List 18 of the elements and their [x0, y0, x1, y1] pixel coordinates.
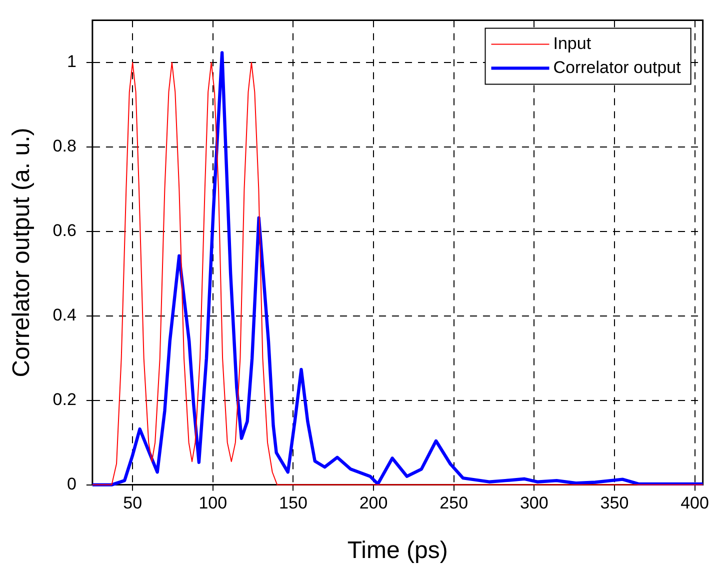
y-tick-label: 0.6 — [52, 221, 76, 240]
x-tick-label: 350 — [600, 494, 629, 513]
y-axis-title: Correlator output (a. u.) — [8, 128, 36, 378]
y-tick-label: 0.4 — [52, 306, 76, 325]
x-tick-label: 250 — [440, 494, 468, 513]
x-tick-label: 50 — [123, 494, 142, 513]
x-tick-label: 400 — [680, 494, 709, 513]
x-tick-label: 150 — [279, 494, 308, 513]
y-tick-label: 1 — [66, 52, 76, 72]
x-axis-title: Time (ps) — [347, 537, 448, 564]
y-tick-label: 0.2 — [52, 390, 76, 410]
legend-label: Input — [553, 34, 592, 53]
y-tick-label: 0.8 — [52, 136, 76, 156]
y-tick-label: 0 — [66, 474, 76, 494]
x-tick-label: 100 — [198, 494, 228, 513]
x-tick-label: 300 — [520, 494, 548, 513]
x-tick-label: 200 — [359, 494, 388, 513]
legend-label: Correlator output — [553, 58, 682, 77]
